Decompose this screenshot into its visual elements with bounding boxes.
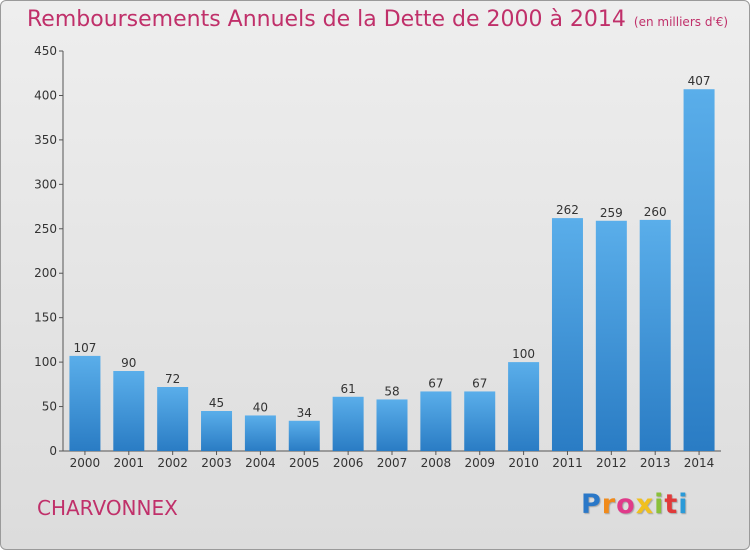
logo-letter: x xyxy=(635,489,655,520)
chart-title: Remboursements Annuels de la Dette de 20… xyxy=(27,7,728,32)
bar xyxy=(332,396,364,451)
data-label: 58 xyxy=(384,384,399,398)
data-label: 45 xyxy=(209,396,224,410)
value-labels: 2000 107 2001 90 2002 72 2003 45 2004 40 2005 34 200… xyxy=(70,74,715,470)
chart-unit-note: (en milliers d'€) xyxy=(633,15,729,29)
bar xyxy=(376,399,408,451)
y-tick-label: 0 xyxy=(49,444,57,458)
logo-letter: r xyxy=(601,489,617,520)
data-label: 34 xyxy=(297,406,312,420)
bar xyxy=(288,420,320,451)
commune-name: CHARVONNEX xyxy=(37,496,178,520)
x-tick-label: 2005 xyxy=(289,456,320,470)
x-tick-label: 2012 xyxy=(596,456,627,470)
y-tick-label: 450 xyxy=(34,44,57,58)
x-tick-label: 2002 xyxy=(157,456,188,470)
bar xyxy=(69,355,101,451)
bar xyxy=(113,371,145,451)
data-label: 259 xyxy=(600,206,623,220)
data-label: 67 xyxy=(472,376,487,390)
bar xyxy=(157,387,189,451)
data-label: 72 xyxy=(165,372,180,386)
x-tick-label: 2004 xyxy=(245,456,276,470)
y-tick-label: 250 xyxy=(34,222,57,236)
bars xyxy=(69,89,715,451)
x-tick-label: 2013 xyxy=(640,456,671,470)
x-tick-label: 2010 xyxy=(508,456,539,470)
data-label: 262 xyxy=(556,203,579,217)
y-tick-label: 150 xyxy=(34,311,57,325)
data-label: 260 xyxy=(644,205,667,219)
x-tick-label: 2003 xyxy=(201,456,232,470)
logo-letter: i xyxy=(654,489,665,520)
x-tick-label: 2007 xyxy=(377,456,408,470)
x-tick-label: 2001 xyxy=(114,456,145,470)
bar xyxy=(244,415,276,451)
bar xyxy=(595,220,627,451)
x-tick-label: 2014 xyxy=(684,456,715,470)
data-label: 40 xyxy=(253,400,268,414)
axes: 0 50 100 150 200 250 300 350 400 450 xyxy=(34,44,721,458)
data-label: 100 xyxy=(512,347,535,361)
x-tick-label: 2006 xyxy=(333,456,364,470)
y-tick-label: 350 xyxy=(34,133,57,147)
logo-letter: t xyxy=(664,489,679,520)
data-label: 61 xyxy=(340,382,355,396)
logo-letter: o xyxy=(616,489,636,520)
bar xyxy=(420,391,452,451)
data-label: 90 xyxy=(121,356,136,370)
x-tick-label: 2009 xyxy=(464,456,495,470)
y-tick-label: 50 xyxy=(42,400,57,414)
y-tick-label: 200 xyxy=(34,266,57,280)
x-tick-label: 2000 xyxy=(70,456,101,470)
chart-title-text: Remboursements Annuels de la Dette de 20… xyxy=(27,7,626,32)
logo-letter: i xyxy=(678,489,689,520)
bar xyxy=(464,391,496,451)
bar xyxy=(683,89,715,451)
data-label: 67 xyxy=(428,376,443,390)
x-tick-label: 2011 xyxy=(552,456,583,470)
bar xyxy=(639,219,671,451)
bar xyxy=(551,218,583,451)
bar xyxy=(201,411,233,451)
y-tick-label: 100 xyxy=(34,355,57,369)
y-tick-label: 400 xyxy=(34,88,57,102)
data-label: 107 xyxy=(73,341,96,355)
y-tick-label: 300 xyxy=(34,177,57,191)
logo-letter: P xyxy=(581,489,602,520)
data-label: 407 xyxy=(688,74,711,88)
proxiti-logo: Proxiti xyxy=(581,489,689,520)
x-tick-label: 2008 xyxy=(421,456,452,470)
bar xyxy=(508,362,540,451)
